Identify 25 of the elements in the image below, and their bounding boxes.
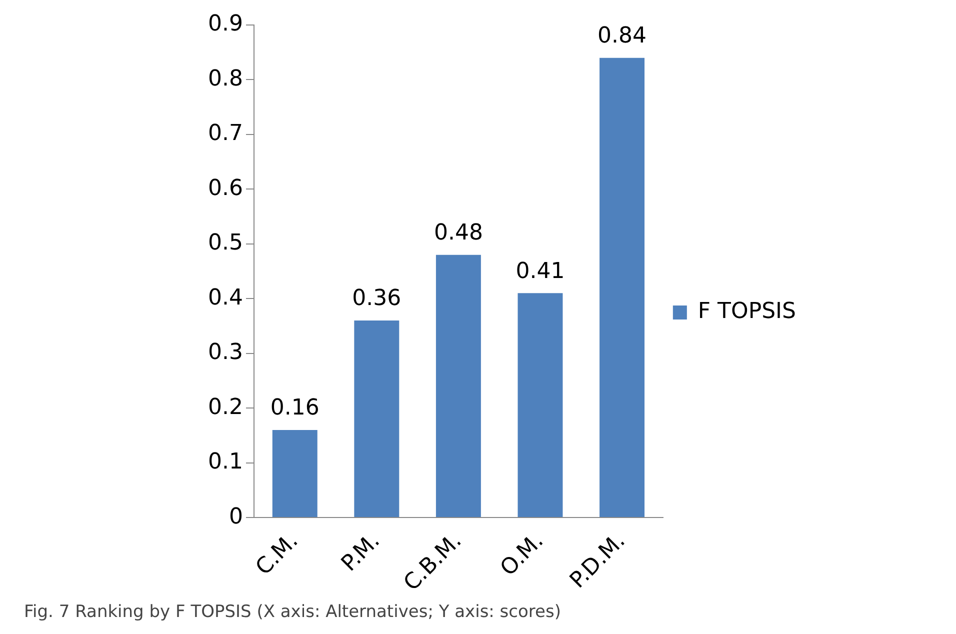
y-tick-label: 0.6 [208, 176, 243, 201]
x-tick-label: C.M. [251, 528, 304, 580]
data-label: 0.48 [434, 220, 483, 246]
legend-label: F TOPSIS [698, 299, 796, 324]
x-tick-label: O.M. [496, 528, 549, 582]
data-label: 0.16 [270, 396, 320, 421]
y-tick-label: 0.2 [208, 394, 243, 420]
y-tick-label: 0.5 [208, 230, 243, 256]
data-label: 0.84 [598, 24, 647, 49]
bar [518, 293, 563, 518]
data-label: 0.41 [516, 258, 565, 284]
y-tick-label: 0.1 [208, 450, 243, 475]
data-label: 0.36 [352, 286, 402, 312]
caption: Fig. 7 Ranking by F TOPSIS (X axis: Alternatives; Y axis: scores) [24, 602, 561, 622]
bar [272, 430, 318, 518]
y-tick-label: 0.9 [208, 12, 243, 37]
y-tick-label: 0 [228, 504, 243, 530]
bar [354, 320, 400, 518]
x-tick-label: P.M. [337, 528, 385, 576]
bar [600, 58, 645, 518]
y-tick-label: 0.7 [208, 121, 243, 146]
bar [436, 254, 481, 518]
y-tick-label: 0.4 [208, 285, 243, 310]
y-tick-label: 0.3 [208, 340, 243, 366]
y-tick-label: 0.8 [208, 66, 243, 92]
